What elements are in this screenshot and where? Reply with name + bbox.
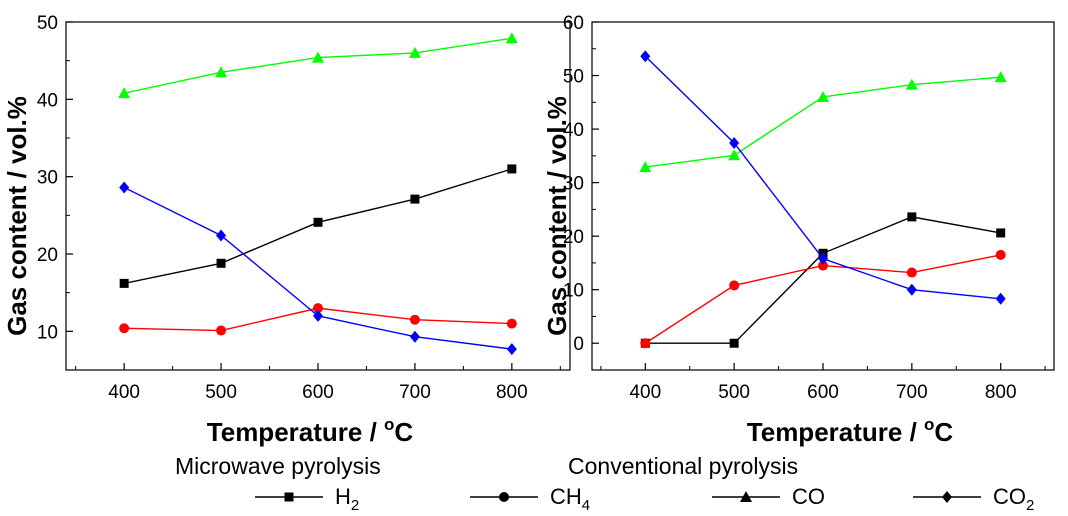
data-point-CO [215,66,228,78]
data-point-H2 [119,278,129,288]
y-tick-label: 0 [573,334,584,355]
y-tick-label: 20 [37,245,58,266]
y-tick-label: 50 [563,67,584,88]
y-tick-label: 10 [563,281,584,302]
data-point-CO2 [409,330,420,343]
legend-marker-CO [740,491,752,502]
panel-caption: Conventional pyrolysis [568,453,798,479]
data-point-CO2 [640,50,651,63]
legend-label-CO: CO [792,484,825,509]
data-point-CH4 [409,314,420,325]
y-tick-label: 50 [37,13,58,34]
legend: H2 CH4 CO CO2 [255,484,1034,514]
data-point-H2 [996,228,1006,238]
x-tick-label: 500 [718,382,750,403]
x-axis-label: Temperature / oC [207,415,414,447]
series-line-CO2 [123,186,512,350]
data-point-CH4 [729,280,740,291]
data-point-CH4 [906,267,917,278]
panel-caption: Microwave pyrolysis [175,453,381,479]
data-point-CO2 [119,181,130,194]
y-tick-label: 30 [563,174,584,195]
data-point-CH4 [506,318,517,329]
data-point-CH4 [818,260,828,271]
y-tick-label: 30 [37,168,58,189]
x-tick-label: 600 [807,382,839,403]
legend-marker-H2 [284,492,294,502]
data-point-CH4 [216,325,227,336]
data-point-CO2 [906,283,917,296]
chart-panel-2: 0 10 20 30 40 50 60 400 500 600 700 800 Gas content … [542,13,1055,479]
data-point-CO [639,161,652,173]
legend-label-CH4: CH4 [550,484,590,514]
x-tick-label: 700 [896,382,928,403]
y-axis-label: Gas content / vol.% [2,96,32,336]
data-point-H2 [729,338,739,348]
data-point-CO [728,149,741,161]
data-point-CO [312,51,324,63]
x-tick-label: 400 [629,382,661,403]
data-point-H2 [313,217,323,227]
x-tick-label: 800 [985,382,1017,403]
data-point-CO2 [506,343,517,356]
x-tick-label: 600 [302,382,334,403]
x-tick-label: 400 [108,382,140,403]
plot-frame [591,21,1055,371]
data-point-CO2 [313,309,323,322]
chart-panel-1: 10 20 30 40 50 400 500 600 700 800 Gas content / v… [2,13,571,479]
y-tick-label: 10 [37,322,58,343]
legend-marker-CO2 [942,491,952,503]
series-line-H2 [645,216,1001,344]
data-point-CO2 [216,229,227,242]
data-point-CH4 [995,249,1006,260]
x-axis-label: Temperature / oC [747,415,954,447]
data-point-CH4 [640,338,651,349]
series-line-CO [124,37,512,94]
data-point-CO [408,46,421,58]
y-tick-label: 60 [563,13,584,34]
data-point-CO [905,78,918,90]
data-point-H2 [507,164,517,174]
data-point-H2 [216,258,226,268]
data-point-H2 [907,212,917,222]
legend-marker-CH4 [499,492,509,502]
y-tick-label: 40 [37,90,58,111]
legend-label-CO2: CO2 [993,484,1034,514]
x-tick-label: 500 [205,382,237,403]
data-point-CO2 [729,136,740,149]
data-point-CO [817,90,829,102]
x-tick-label: 700 [399,382,431,403]
data-point-CO [505,32,518,44]
y-axis-label: Gas content / vol.% [542,96,572,336]
y-tick-label: 40 [563,120,584,141]
data-point-CO2 [995,292,1006,305]
data-point-CH4 [313,303,323,314]
legend-label-H2: H2 [335,484,359,514]
data-point-H2 [410,194,420,204]
data-point-CO [994,71,1007,83]
series-line-CO [645,76,1001,168]
data-point-CO2 [818,252,828,265]
data-point-CH4 [119,323,130,334]
x-tick-label: 800 [496,382,528,403]
data-point-CO [118,87,131,99]
y-tick-label: 20 [563,227,584,248]
